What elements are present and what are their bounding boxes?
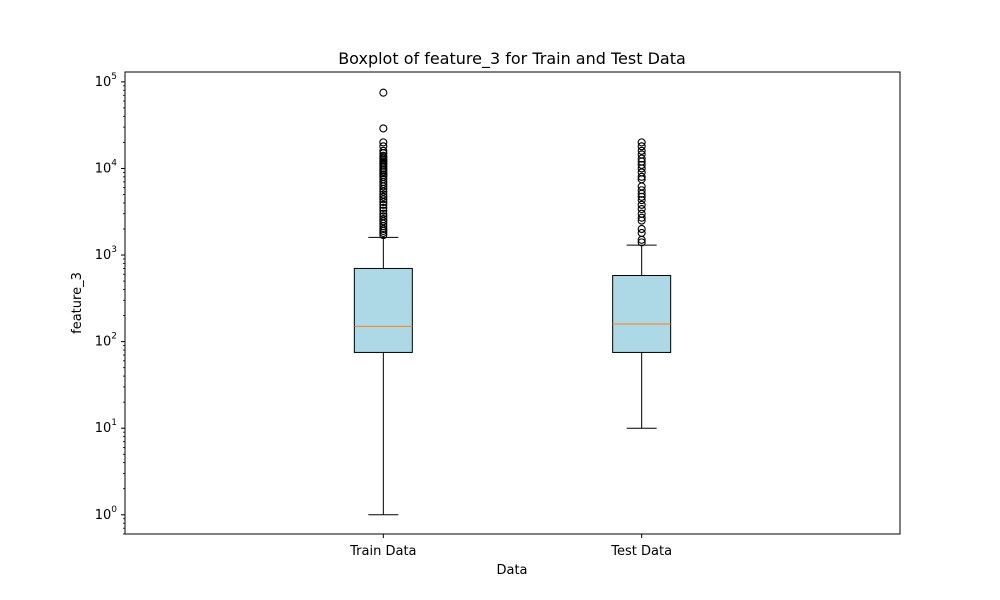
outlier-point (637, 172, 646, 181)
outlier-point (379, 124, 388, 133)
outlier-point (379, 195, 388, 204)
box-group (612, 138, 672, 429)
outlier-point (637, 146, 646, 155)
outlier-point (637, 238, 646, 247)
iqr-box (353, 267, 413, 353)
outlier-point (637, 138, 646, 147)
plot-area (353, 88, 672, 516)
outlier-point (379, 197, 388, 207)
y-tick-label: 100 (95, 505, 118, 523)
x-tick-label: Train Data (349, 544, 416, 559)
axes: Train Data Test Data 100 101 102 103 104 105 (95, 72, 672, 559)
iqr-box (612, 275, 672, 353)
outlier-point (637, 216, 646, 225)
x-tick-label: Test Data (610, 544, 672, 559)
y-tick-label: 103 (95, 245, 117, 263)
y-tick-label: 101 (95, 418, 117, 436)
outlier-point (637, 204, 646, 214)
outlier-point (379, 209, 388, 218)
outlier-point (379, 200, 388, 209)
outlier-point (379, 192, 388, 201)
y-tick-label: 105 (95, 72, 117, 90)
outlier-point (379, 182, 388, 191)
outlier-point (379, 217, 388, 226)
outlier-point (379, 88, 388, 97)
y-tick-label: 102 (95, 332, 117, 350)
outlier-point (637, 142, 646, 151)
outlier-point (379, 184, 388, 193)
outlier-point (379, 231, 388, 240)
box-group (353, 88, 413, 516)
outlier-point (637, 224, 646, 234)
plot-frame (124, 71, 901, 535)
chart-title: Boxplot of feature_3 for Train and Test … (338, 49, 686, 69)
x-axis-title: Data (496, 563, 527, 578)
outlier-point (637, 200, 646, 209)
outlier-point (637, 154, 646, 163)
outlier-point (379, 228, 388, 237)
outlier-point (637, 164, 646, 173)
outlier-point (637, 189, 646, 198)
y-tick-label: 104 (95, 158, 118, 176)
outlier-point (379, 206, 388, 215)
outlier-point (379, 187, 388, 196)
outlier-point (637, 192, 646, 201)
outlier-point (637, 213, 646, 222)
outlier-point (379, 203, 388, 212)
outlier-point (379, 146, 388, 155)
outlier-point (637, 196, 646, 205)
outlier-point (379, 138, 388, 147)
outlier-point (637, 235, 646, 244)
y-axis-title: feature_3 (70, 272, 85, 334)
